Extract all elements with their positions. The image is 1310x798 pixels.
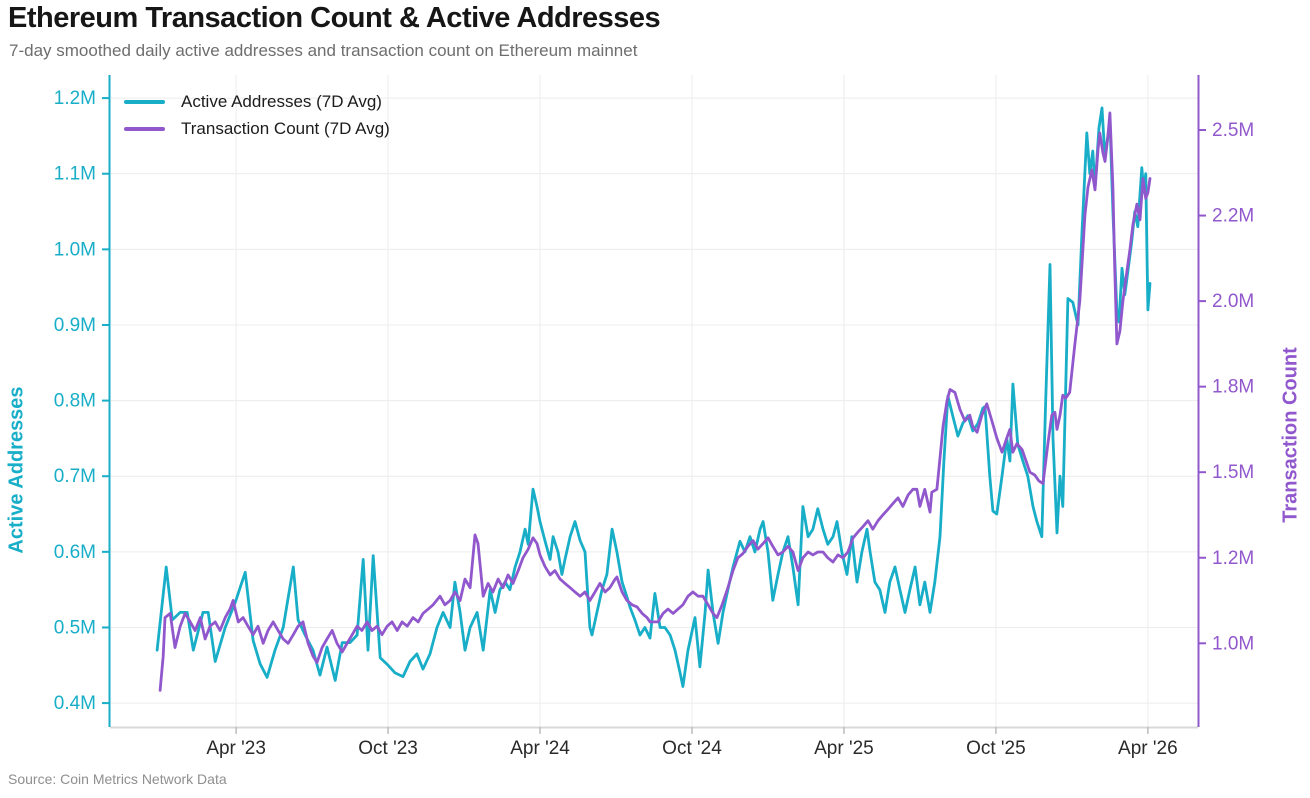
transaction-count-line-swatch (124, 127, 165, 131)
right-tick-label: 1.5M (1212, 462, 1254, 483)
right-axis-title: Transaction Count (1279, 347, 1302, 523)
right-tick-label: 2.5M (1212, 120, 1254, 141)
active-addresses-line (155, 106, 1152, 688)
x-tick-label: Apr '23 (206, 738, 266, 759)
page-title: Ethereum Transaction Count & Active Addr… (8, 2, 661, 34)
chart-subtitle: 7-day smoothed daily active addresses an… (9, 41, 638, 60)
left-tick-label: 0.5M (54, 617, 96, 638)
right-tick-label: 2.0M (1212, 291, 1254, 312)
legend-item-transaction-count[interactable]: Transaction Count (7D Avg) (124, 119, 390, 139)
legend: Active Addresses (7D Avg) Transaction Co… (124, 92, 390, 139)
x-tick-label: Oct '24 (662, 738, 722, 759)
left-tick-label: 1.1M (54, 164, 96, 185)
legend-label-transaction-count: Transaction Count (7D Avg) (181, 119, 390, 138)
left-tick-label: 0.7M (54, 466, 96, 487)
transaction-count-line (158, 111, 1152, 692)
left-tick-label: 0.9M (54, 315, 96, 336)
right-tick-label: 1.8M (1212, 377, 1254, 398)
left-tick-label: 0.4M (54, 693, 96, 714)
x-tick-label: Apr '25 (814, 738, 874, 759)
left-axis-title: Active Addresses (5, 386, 28, 554)
right-tick-label: 1.0M (1212, 633, 1254, 654)
left-tick-label: 0.8M (54, 391, 96, 412)
left-tick-label: 0.6M (54, 542, 96, 563)
x-tick-label: Apr '26 (1118, 738, 1178, 759)
left-tick-label: 1.0M (54, 239, 96, 260)
x-tick-label: Apr '24 (510, 738, 570, 759)
right-tick-label: 1.2M (1212, 548, 1254, 569)
legend-label-active-addresses: Active Addresses (7D Avg) (181, 92, 382, 111)
legend-item-active-addresses[interactable]: Active Addresses (7D Avg) (124, 92, 390, 112)
x-tick-label: Oct '23 (358, 738, 418, 759)
active-addresses-line-swatch (124, 100, 165, 104)
right-tick-label: 2.2M (1212, 206, 1254, 227)
left-tick-label: 1.2M (54, 88, 96, 109)
source-note: Source: Coin Metrics Network Data (8, 771, 227, 787)
x-tick-label: Oct '25 (966, 738, 1026, 759)
